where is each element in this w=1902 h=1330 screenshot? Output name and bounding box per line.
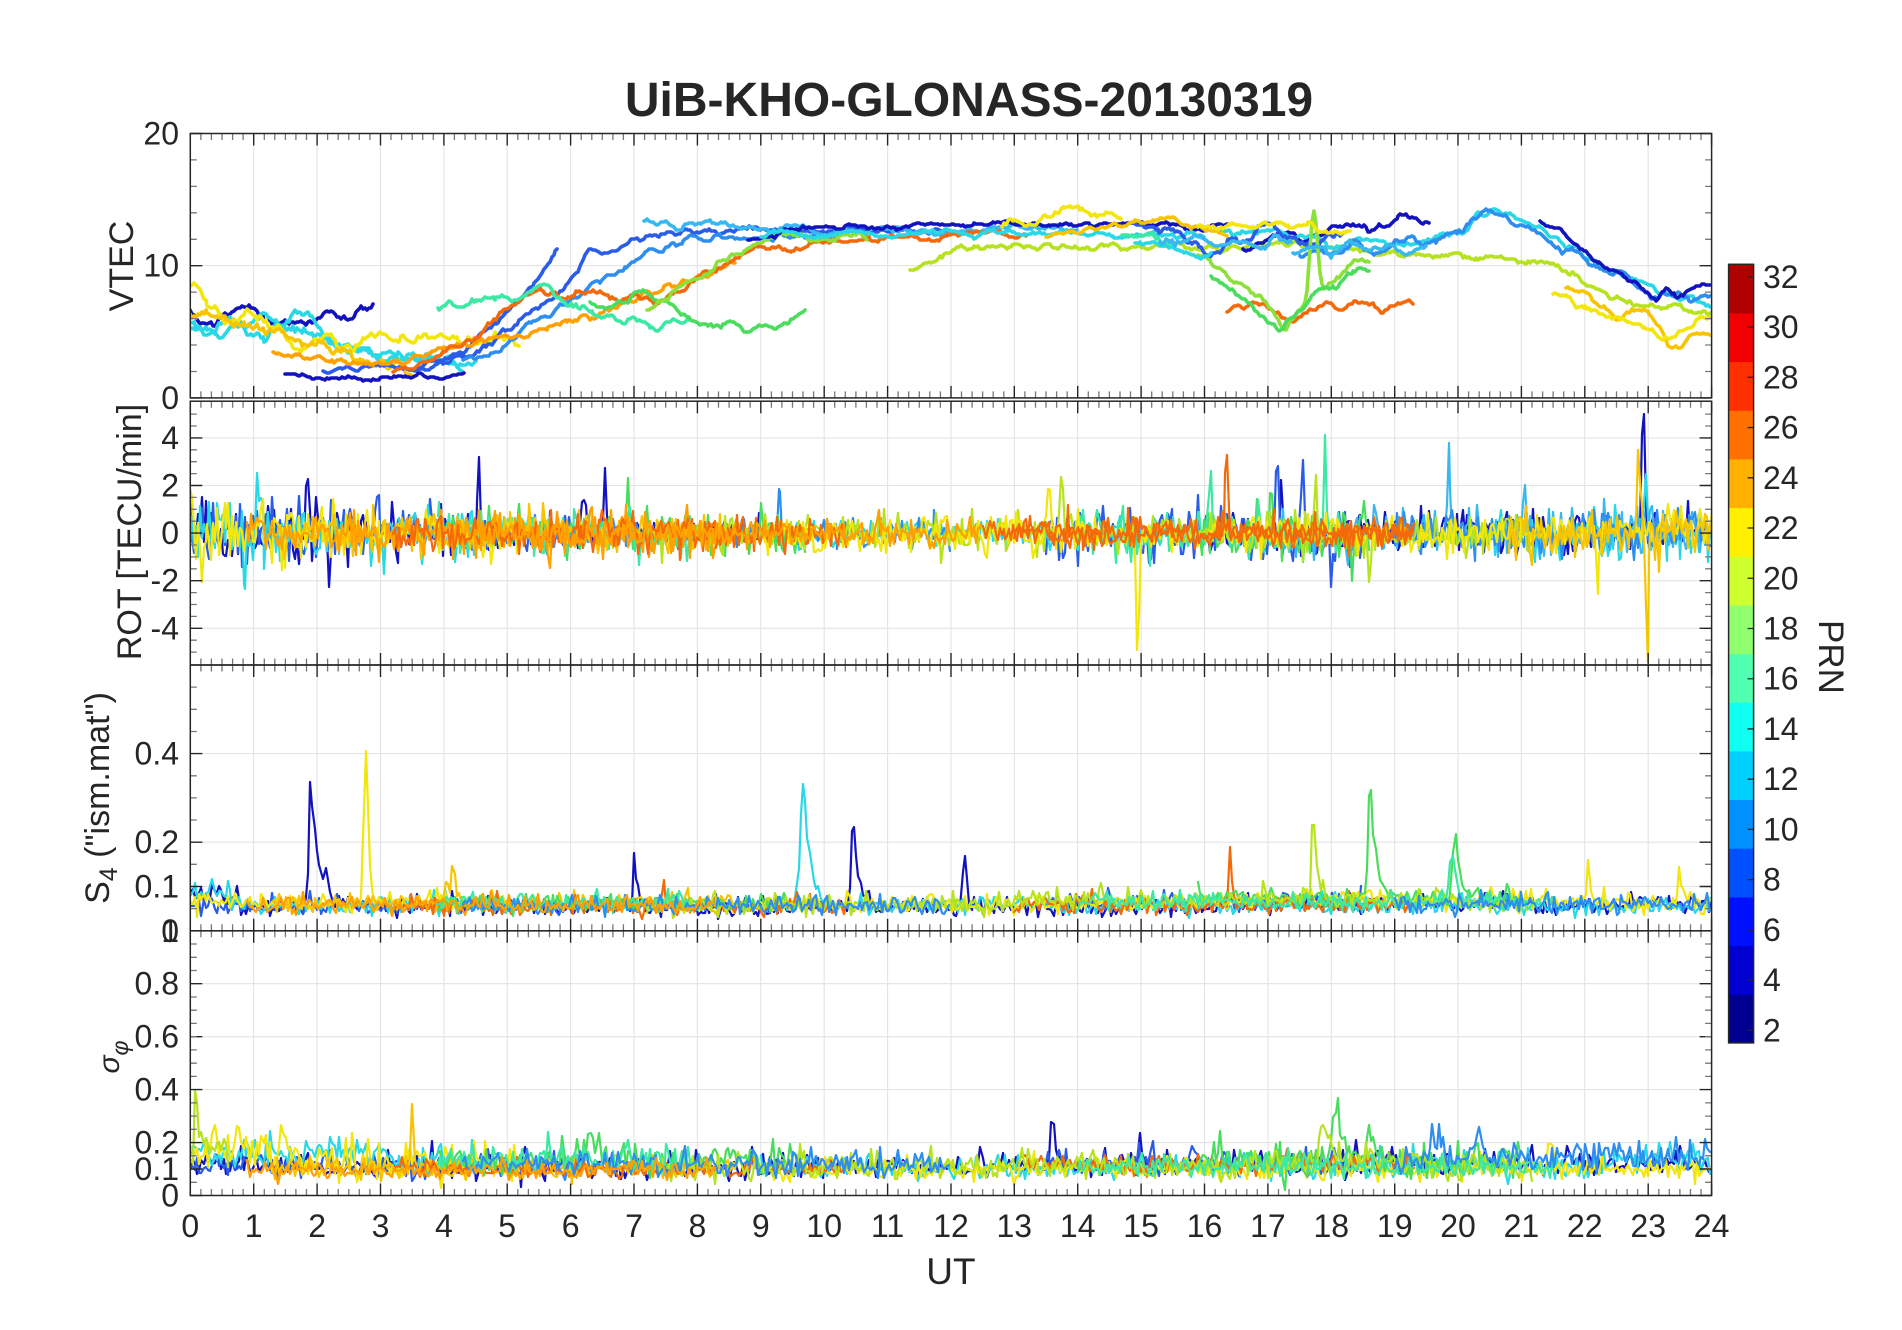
svg-text:0.6: 0.6 — [135, 1019, 179, 1055]
svg-text:13: 13 — [997, 1208, 1033, 1244]
svg-text:0.4: 0.4 — [135, 1072, 179, 1108]
svg-text:4: 4 — [435, 1208, 453, 1244]
svg-text:26: 26 — [1763, 410, 1799, 446]
svg-text:UT: UT — [926, 1251, 975, 1292]
svg-text:UiB-KHO-GLONASS-20130319: UiB-KHO-GLONASS-20130319 — [625, 74, 1313, 127]
svg-text:14: 14 — [1060, 1208, 1096, 1244]
svg-text:0: 0 — [161, 913, 179, 949]
svg-text:6: 6 — [1763, 912, 1781, 948]
svg-text:16: 16 — [1763, 661, 1799, 697]
svg-text:20: 20 — [143, 116, 179, 152]
svg-text:22: 22 — [1763, 510, 1799, 546]
svg-text:10: 10 — [806, 1208, 842, 1244]
svg-text:23: 23 — [1630, 1208, 1666, 1244]
svg-text:28: 28 — [1763, 359, 1799, 395]
svg-text:2: 2 — [1763, 1012, 1781, 1048]
svg-text:8: 8 — [1763, 862, 1781, 898]
svg-text:24: 24 — [1763, 460, 1799, 496]
svg-text:0.1: 0.1 — [135, 869, 179, 905]
svg-text:18: 18 — [1763, 611, 1799, 647]
svg-text:1: 1 — [245, 1208, 263, 1244]
svg-text:4: 4 — [161, 420, 179, 456]
svg-text:-4: -4 — [151, 610, 179, 646]
svg-text:9: 9 — [752, 1208, 770, 1244]
svg-text:7: 7 — [625, 1208, 643, 1244]
svg-text:21: 21 — [1504, 1208, 1540, 1244]
svg-text:17: 17 — [1250, 1208, 1286, 1244]
svg-text:0: 0 — [161, 1178, 179, 1214]
svg-text:VTEC: VTEC — [103, 221, 141, 312]
svg-text:ROT [TECU/min]: ROT [TECU/min] — [111, 404, 149, 660]
svg-text:10: 10 — [143, 248, 179, 284]
svg-text:19: 19 — [1377, 1208, 1413, 1244]
svg-text:16: 16 — [1187, 1208, 1223, 1244]
svg-text:1: 1 — [161, 913, 179, 949]
svg-text:30: 30 — [1763, 309, 1799, 345]
svg-text:32: 32 — [1763, 259, 1799, 295]
svg-text:4: 4 — [1763, 962, 1781, 998]
svg-text:15: 15 — [1123, 1208, 1159, 1244]
svg-text:24: 24 — [1694, 1208, 1730, 1244]
svg-text:PRN: PRN — [1811, 620, 1850, 694]
svg-text:10: 10 — [1763, 811, 1799, 847]
svg-text:11: 11 — [871, 1208, 904, 1244]
svg-text:0.2: 0.2 — [135, 1125, 179, 1161]
svg-text:0.4: 0.4 — [135, 736, 179, 772]
svg-text:12: 12 — [1763, 761, 1799, 797]
svg-text:5: 5 — [498, 1208, 516, 1244]
svg-text:22: 22 — [1567, 1208, 1603, 1244]
svg-text:12: 12 — [933, 1208, 969, 1244]
svg-text:-2: -2 — [151, 563, 179, 599]
svg-text:8: 8 — [689, 1208, 707, 1244]
svg-text:0: 0 — [161, 380, 179, 416]
svg-text:20: 20 — [1763, 560, 1799, 596]
svg-text:0: 0 — [181, 1208, 199, 1244]
svg-text:0.1: 0.1 — [135, 1151, 179, 1187]
svg-text:14: 14 — [1763, 711, 1799, 747]
svg-text:3: 3 — [372, 1208, 390, 1244]
svg-text:2: 2 — [308, 1208, 326, 1244]
svg-text:0: 0 — [161, 515, 179, 551]
svg-text:18: 18 — [1314, 1208, 1350, 1244]
svg-text:20: 20 — [1440, 1208, 1476, 1244]
svg-text:2: 2 — [161, 468, 179, 504]
svg-text:0.8: 0.8 — [135, 966, 179, 1002]
svg-text:S4 ("ism.mat"): S4 ("ism.mat") — [79, 692, 123, 904]
svg-text:0.2: 0.2 — [135, 824, 179, 860]
svg-text:6: 6 — [562, 1208, 580, 1244]
